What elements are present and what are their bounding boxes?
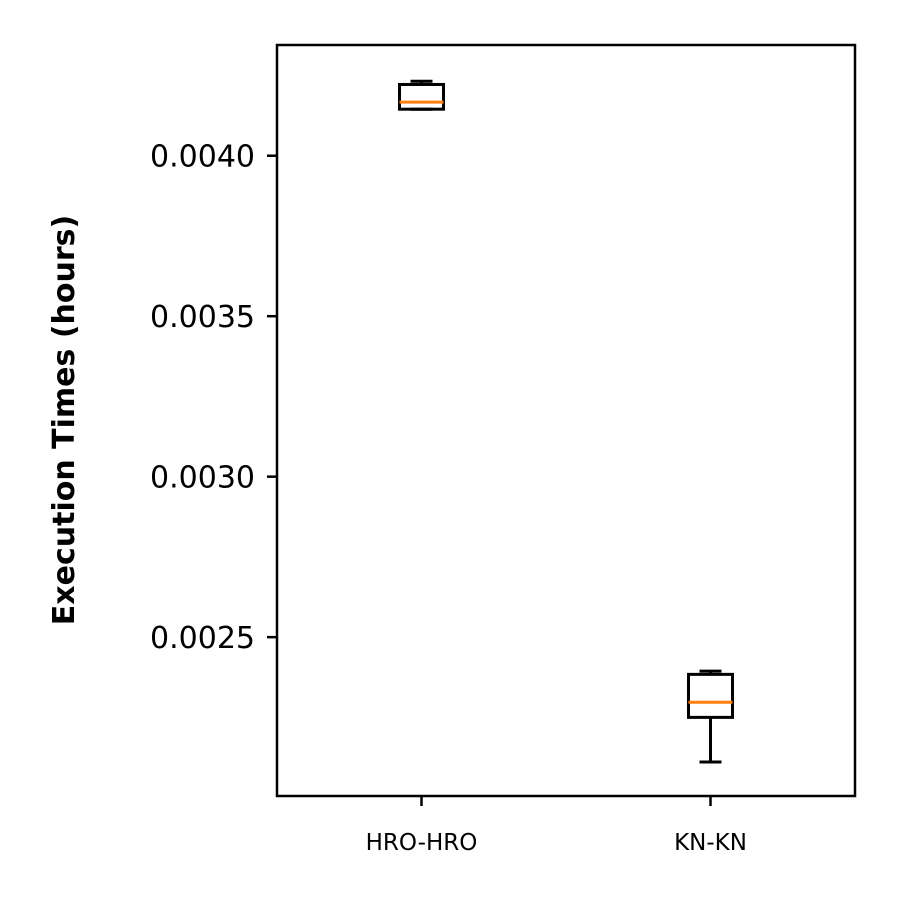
boxes-layer xyxy=(398,79,734,764)
y-tick-label: 0.0025 xyxy=(150,621,255,656)
plot-frame xyxy=(275,43,857,798)
x-tick-label: HRO-HRO xyxy=(366,830,478,856)
y-tick-label: 0.0030 xyxy=(150,461,255,496)
y-axis-title: Execution Times (hours) xyxy=(47,215,82,625)
y-tick-label: 0.0040 xyxy=(150,140,255,175)
box-iqr xyxy=(687,672,734,719)
axes-layer: 0.0025 0.0030 0.0035 0.0040 HRO-HRO KN-KN xyxy=(150,43,857,856)
box-kn-kn xyxy=(687,669,734,764)
box-hro-hro xyxy=(398,79,445,111)
y-tick-label: 0.0035 xyxy=(150,300,255,335)
box-iqr xyxy=(398,82,445,111)
x-tick-label: KN-KN xyxy=(674,830,747,856)
